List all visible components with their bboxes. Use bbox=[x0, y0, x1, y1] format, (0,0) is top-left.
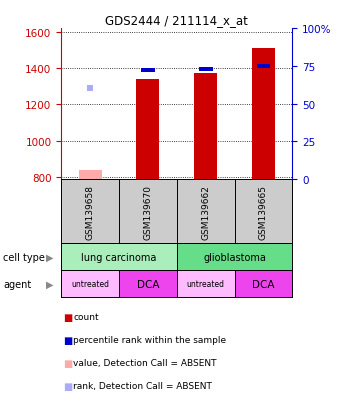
Text: cell type: cell type bbox=[3, 252, 45, 262]
Bar bbox=[235, 271, 292, 297]
Text: untreated: untreated bbox=[71, 280, 109, 288]
Bar bbox=[141, 69, 155, 73]
Text: ▶: ▶ bbox=[46, 279, 53, 289]
Text: GSM139670: GSM139670 bbox=[143, 184, 152, 239]
Bar bbox=[199, 68, 212, 71]
Text: GSM139665: GSM139665 bbox=[259, 184, 268, 239]
Text: percentile rank within the sample: percentile rank within the sample bbox=[73, 335, 226, 344]
Text: rank, Detection Call = ABSENT: rank, Detection Call = ABSENT bbox=[73, 382, 212, 390]
Text: GSM139662: GSM139662 bbox=[201, 184, 210, 239]
Text: glioblastoma: glioblastoma bbox=[203, 252, 266, 262]
Bar bbox=[257, 65, 270, 69]
Text: lung carcinoma: lung carcinoma bbox=[81, 252, 157, 262]
Text: GSM139658: GSM139658 bbox=[86, 184, 95, 239]
Text: ▶: ▶ bbox=[46, 252, 53, 262]
Text: count: count bbox=[73, 313, 99, 322]
Text: DCA: DCA bbox=[137, 279, 159, 289]
Text: ■: ■ bbox=[63, 381, 72, 391]
Point bbox=[87, 85, 93, 92]
Bar bbox=[177, 244, 292, 271]
Text: untreated: untreated bbox=[187, 280, 225, 288]
Bar bbox=[252, 49, 275, 180]
Text: ■: ■ bbox=[63, 358, 72, 368]
Bar bbox=[136, 80, 159, 180]
Text: GDS2444 / 211114_x_at: GDS2444 / 211114_x_at bbox=[105, 14, 248, 27]
Bar bbox=[79, 171, 102, 180]
Text: ■: ■ bbox=[63, 335, 72, 345]
Bar bbox=[194, 74, 217, 180]
Text: ■: ■ bbox=[63, 312, 72, 322]
Bar bbox=[61, 271, 119, 297]
Bar bbox=[177, 271, 235, 297]
Text: agent: agent bbox=[3, 279, 32, 289]
Text: DCA: DCA bbox=[252, 279, 275, 289]
Bar bbox=[119, 271, 177, 297]
Text: value, Detection Call = ABSENT: value, Detection Call = ABSENT bbox=[73, 358, 217, 368]
Bar bbox=[61, 244, 177, 271]
